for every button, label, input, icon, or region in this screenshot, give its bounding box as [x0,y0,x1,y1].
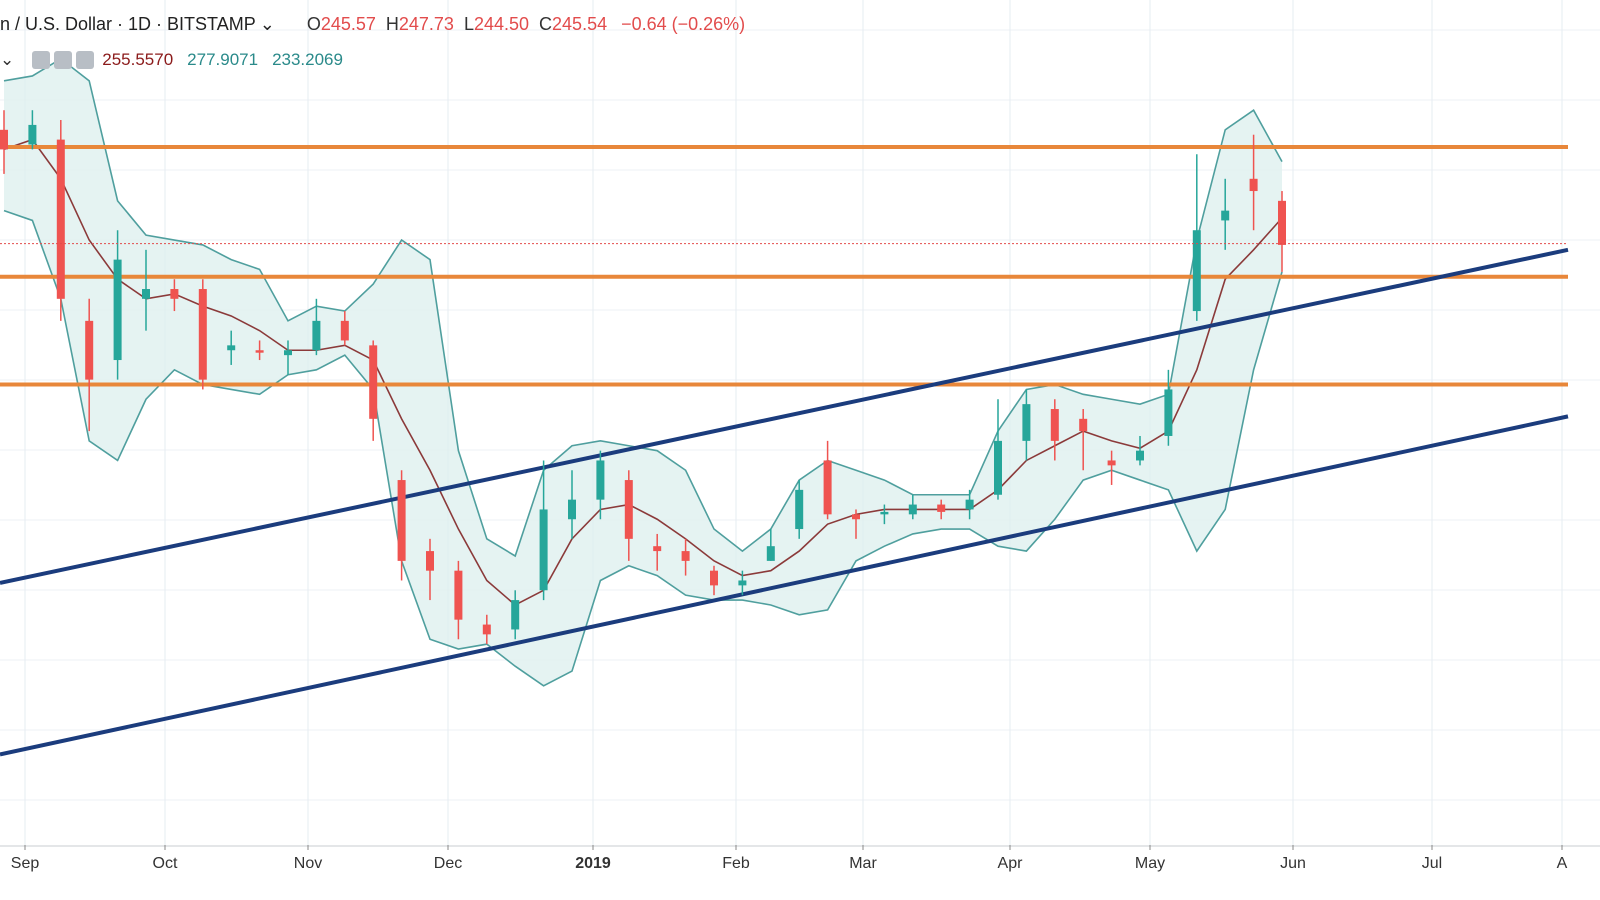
candle-body [1221,210,1230,221]
ohlc-key: C [539,14,553,34]
bb-upper: 277.9071 [187,50,259,69]
x-tick-label: Feb [722,855,750,872]
x-tick-label: Nov [294,855,322,872]
x-tick-label: A [1557,855,1568,872]
candle-body [340,320,349,341]
candle-body [738,580,747,586]
x-tick-label: Jun [1280,855,1306,872]
candle-body [937,504,946,512]
ohlc-value: 245.57 [320,14,376,34]
candle-body [1079,418,1088,432]
settings-icon[interactable] [54,51,73,69]
candle-body [823,460,832,515]
candle-body [766,546,775,561]
band-fill [4,58,1282,686]
candle-body [908,504,917,515]
symbol-title[interactable]: n / U.S. Dollar · 1D · BITSTAMP [0,14,256,34]
candle-body [1136,450,1144,461]
candle-body [1022,404,1031,441]
change: −0.64 (−0.26%) [621,14,746,34]
ohlc-value: 244.50 [473,14,530,34]
ohlc-value: 247.73 [398,14,454,34]
trendline [0,247,1569,585]
candle-body [624,480,633,539]
indicator-row: ⌄ 255.5570 277.9071 233.2069 [0,50,343,70]
x-tick-label: Sep [11,855,40,872]
x-tick-label: 2019 [575,855,611,872]
legend-row: n / U.S. Dollar · 1D · BITSTAMP ⌄ O 245.5… [0,14,745,35]
x-tick-label: Oct [153,855,178,872]
candle-body [568,499,576,520]
candle-body [227,345,236,351]
band-middle [3,138,1283,606]
candle-body [795,489,804,530]
candle-body [710,570,718,586]
candle-body [369,345,378,419]
ohlc-key: O [306,14,321,34]
candle-body [852,514,860,520]
candle-body [482,624,491,635]
trendline [0,414,1569,757]
candle-body [1249,178,1258,192]
x-tick-label: Jul [1422,855,1442,872]
candle-body [0,129,8,150]
candle-body [511,600,520,630]
candle-body [142,289,150,299]
dropdown-chevron[interactable]: ⌄ [259,14,275,34]
collapse-chevron[interactable]: ⌄ [0,50,15,69]
candle-body [397,480,406,561]
ohlc: O 245.57 H 247.73 L 244.50 C 245.54 [297,14,607,35]
candle-body [1192,230,1201,312]
ohlc-key: L [463,14,474,34]
candle-body [85,320,94,380]
candle-body [56,139,65,299]
candle-body [426,551,434,571]
eye-icon[interactable] [32,51,51,69]
ohlc-value: 245.54 [552,14,608,34]
candle-body [1050,409,1059,441]
ohlc-key: H [385,14,399,34]
candle-body [255,350,264,353]
x-tick-label: Apr [998,855,1024,872]
candle-body [965,499,974,510]
candle-body [1278,200,1286,245]
candle-body [28,124,37,145]
candle-body [284,350,292,356]
candle-body [596,460,605,500]
candle-body [1107,460,1116,466]
x-tick-label: Mar [849,855,877,872]
band-lower [3,209,1283,687]
candle-body [653,546,662,552]
bb-basis: 255.5570 [102,50,174,69]
candle-body [880,511,889,515]
candle-body [170,289,179,299]
x-tick-label: May [1135,855,1165,872]
candle-body [681,551,690,561]
candle-body [312,320,321,351]
bb-lower: 233.2069 [272,50,343,69]
candle-body [1164,389,1173,436]
candle-body [113,259,122,361]
candle-body [454,570,463,620]
candle-body [539,509,548,591]
candle-body [198,289,207,380]
close-icon[interactable] [76,51,95,69]
x-tick-label: Dec [434,855,462,872]
candle-body [994,440,1002,495]
